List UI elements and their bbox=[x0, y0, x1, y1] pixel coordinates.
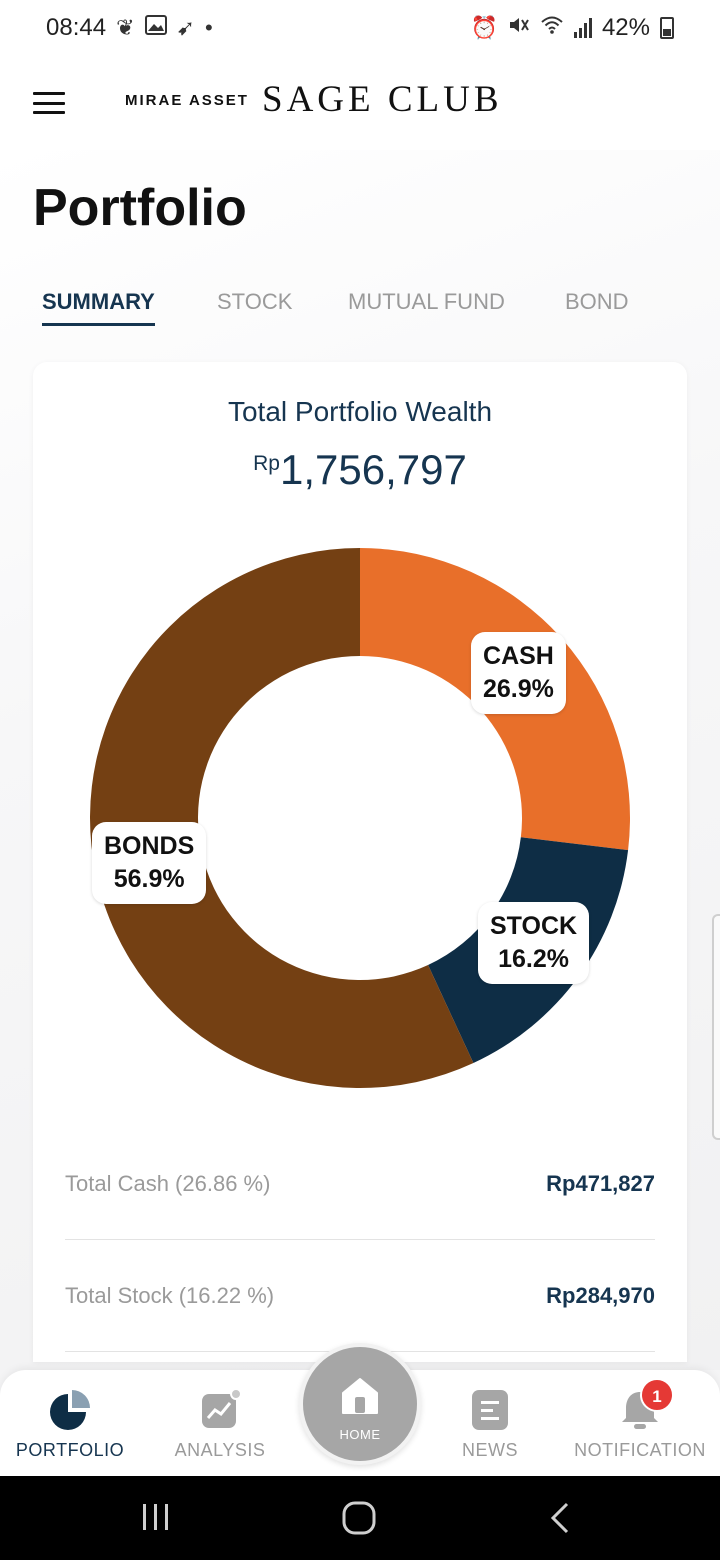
status-bar: 08:44 ❦ ➹ • ⏰ 42% bbox=[0, 0, 720, 56]
nav-portfolio[interactable]: PORTFOLIO bbox=[0, 1370, 140, 1476]
slice-label-stock-name: STOCK bbox=[490, 912, 578, 940]
home-icon bbox=[339, 1375, 381, 1422]
battery-text: 42% bbox=[601, 14, 650, 41]
slice-label-stock-value: 16.2% bbox=[498, 945, 569, 973]
total-wealth-label: Total Portfolio Wealth bbox=[227, 396, 493, 427]
tab-summary[interactable]: SUMMARY bbox=[42, 282, 155, 326]
status-right: ⏰ 42% bbox=[471, 14, 674, 42]
summary-row-stock-label: Total Stock (16.22 %) bbox=[65, 1282, 275, 1308]
nav-home-button[interactable]: HOME bbox=[299, 1343, 421, 1465]
mute-icon bbox=[508, 14, 530, 42]
tab-bond[interactable]: BOND bbox=[565, 289, 629, 314]
total-wealth-value: 1,756,797 bbox=[280, 446, 467, 493]
trend-chart-icon bbox=[198, 1388, 242, 1437]
slice-label-bonds: BONDS 56.9% bbox=[92, 822, 207, 904]
slice-label-bonds-value: 56.9% bbox=[113, 865, 185, 893]
slice-label-bonds-name: BONDS bbox=[104, 832, 195, 860]
notification-badge: 1 bbox=[640, 1378, 674, 1412]
clock: 08:44 bbox=[46, 14, 107, 41]
currency-symbol: Rp bbox=[253, 452, 280, 475]
donut-svg bbox=[90, 548, 630, 1088]
menu-icon[interactable] bbox=[33, 92, 65, 114]
nav-home-label: HOME bbox=[339, 1427, 381, 1442]
home-circle-icon[interactable] bbox=[340, 1498, 380, 1543]
summary-row-cash[interactable]: Total Cash (26.86 %) Rp471,827 bbox=[65, 1128, 655, 1240]
signal-icon bbox=[573, 18, 592, 38]
summary-row-cash-value: Rp471,827 bbox=[546, 1170, 655, 1196]
heart-icon: ❦ bbox=[116, 15, 135, 40]
nav-news-label: NEWS bbox=[462, 1440, 518, 1460]
recent-apps-icon[interactable] bbox=[141, 1498, 171, 1543]
slice-label-stock: STOCK 16.2% bbox=[478, 902, 590, 984]
dot-icon: • bbox=[204, 15, 213, 40]
news-icon bbox=[468, 1388, 512, 1437]
wifi-icon bbox=[540, 14, 564, 42]
tab-bar: SUMMARY STOCK MUTUAL FUND BOND bbox=[0, 282, 720, 332]
tab-stock[interactable]: STOCK bbox=[217, 289, 293, 314]
scroll-handle[interactable] bbox=[712, 914, 720, 1140]
status-left: 08:44 ❦ ➹ • bbox=[46, 14, 213, 42]
brand-small: MIRAE ASSET bbox=[125, 92, 249, 109]
bird-icon: ➹ bbox=[176, 15, 195, 40]
summary-row-stock-value: Rp284,970 bbox=[546, 1282, 655, 1308]
battery-icon bbox=[660, 17, 674, 39]
allocation-donut-chart bbox=[90, 548, 630, 1088]
nav-analysis[interactable]: ANALYSIS bbox=[150, 1370, 290, 1476]
back-icon[interactable] bbox=[545, 1498, 575, 1543]
app-header: MIRAE ASSET SAGE CLUB bbox=[0, 56, 720, 150]
slice-label-cash-value: 26.9% bbox=[483, 675, 554, 703]
donut-slice-bonds[interactable] bbox=[90, 548, 474, 1088]
page-title: Portfolio bbox=[33, 179, 247, 237]
summary-row-cash-label: Total Cash (26.86 %) bbox=[65, 1170, 271, 1196]
tab-mutual-fund[interactable]: MUTUAL FUND bbox=[348, 289, 505, 314]
slice-label-cash-name: CASH bbox=[483, 642, 554, 670]
total-wealth-amount: Rp1,756,797 bbox=[0, 446, 720, 494]
summary-row-stock[interactable]: Total Stock (16.22 %) Rp284,970 bbox=[65, 1240, 655, 1352]
nav-notification[interactable]: 1 NOTIFICATION bbox=[568, 1370, 712, 1476]
gallery-icon bbox=[144, 14, 167, 42]
slice-label-cash: CASH 26.9% bbox=[471, 632, 566, 714]
alarm-icon: ⏰ bbox=[470, 15, 498, 40]
nav-news[interactable]: NEWS bbox=[420, 1370, 560, 1476]
nav-analysis-label: ANALYSIS bbox=[174, 1440, 266, 1460]
nav-portfolio-label: PORTFOLIO bbox=[15, 1440, 125, 1460]
brand-logo: SAGE CLUB bbox=[262, 79, 503, 120]
nav-notification-label: NOTIFICATION bbox=[574, 1440, 706, 1460]
pie-chart-icon bbox=[48, 1388, 92, 1437]
system-navigation-bar bbox=[0, 1476, 720, 1560]
